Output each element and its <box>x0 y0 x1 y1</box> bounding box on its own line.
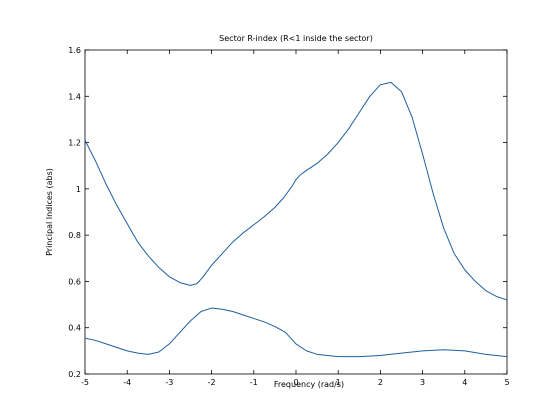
series-line-1 <box>84 81 508 301</box>
y-tick-label: 0.8 <box>68 231 81 240</box>
series-line-2 <box>84 307 508 358</box>
plot-area <box>84 49 508 375</box>
y-tick-label: 1.6 <box>68 46 81 55</box>
x-tick-label: 2 <box>378 378 383 387</box>
y-axis-label: Principal Indices (abs) <box>45 168 54 256</box>
x-tick-label: -5 <box>81 378 89 387</box>
y-tick-label: 0.4 <box>68 324 81 333</box>
x-tick-label: 4 <box>462 378 467 387</box>
x-tick-label: 5 <box>504 378 509 387</box>
axis-ticks: -5 -4 -3 -2 -1 0 1 2 3 4 5 0.2 0.4 0.6 0.8 1 1.2 1.4 1.6 <box>68 46 509 387</box>
x-tick-label: 0 <box>293 378 298 387</box>
x-tick-label: 3 <box>420 378 425 387</box>
x-tick-label: -4 <box>123 378 131 387</box>
x-tick-label: 1 <box>336 378 341 387</box>
x-axis-label: Frequency (rad/s) <box>274 380 344 389</box>
y-tick-label: 1.4 <box>68 92 81 101</box>
y-tick-label: 0.6 <box>68 277 81 286</box>
chart-title: Sector R-index (R<1 inside the sector) <box>219 34 373 43</box>
x-tick-label: -3 <box>165 378 173 387</box>
y-tick-label: 1.2 <box>68 139 81 148</box>
y-tick-label: 0.2 <box>68 370 81 379</box>
x-tick-label: -1 <box>250 378 258 387</box>
x-tick-label: -2 <box>208 378 216 387</box>
y-tick-label: 1 <box>76 185 81 194</box>
data-lines <box>84 81 508 358</box>
